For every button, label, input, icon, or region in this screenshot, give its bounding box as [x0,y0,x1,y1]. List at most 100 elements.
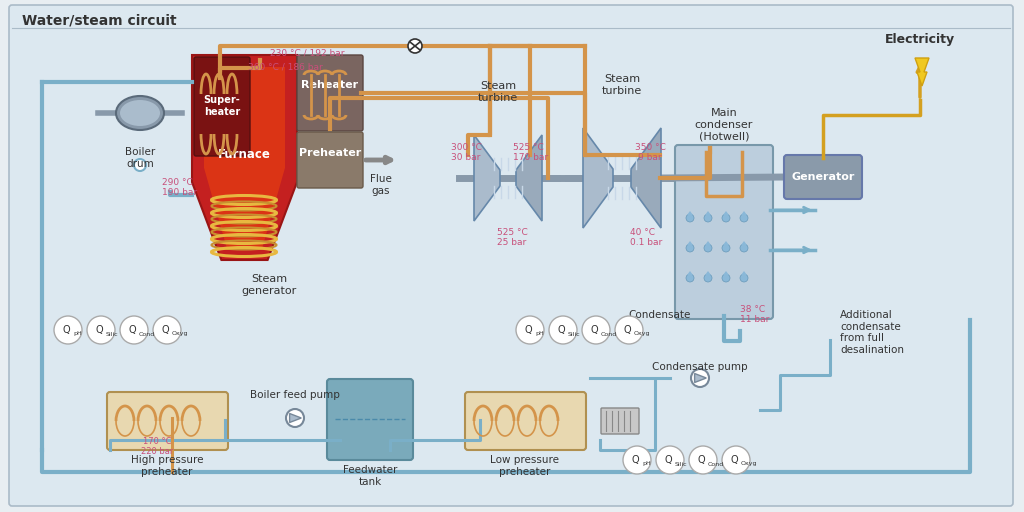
Polygon shape [705,271,711,275]
Text: Steam
turbine: Steam turbine [478,81,518,103]
Text: Q: Q [697,455,705,465]
Text: Oxyg: Oxyg [634,331,650,336]
Circle shape [134,159,146,171]
Polygon shape [741,211,746,215]
Polygon shape [204,67,285,250]
Text: pH: pH [642,461,650,466]
Text: Q: Q [557,325,565,335]
Text: 230 °C / 192 bar: 230 °C / 192 bar [270,48,344,57]
Ellipse shape [120,100,160,126]
Text: Q: Q [161,325,169,335]
Circle shape [656,446,684,474]
Polygon shape [687,271,693,275]
FancyBboxPatch shape [601,408,639,434]
FancyBboxPatch shape [106,392,228,450]
Text: 40 °C
0.1 bar: 40 °C 0.1 bar [630,228,663,247]
Text: 525 °C
25 bar: 525 °C 25 bar [497,228,527,247]
Text: Water/steam circuit: Water/steam circuit [22,13,176,27]
Circle shape [120,316,148,344]
Text: Steam
generator: Steam generator [242,274,297,295]
Circle shape [54,316,82,344]
Text: Steam
turbine: Steam turbine [602,74,642,96]
FancyBboxPatch shape [297,55,362,131]
Text: Oxyg: Oxyg [741,461,758,466]
Text: Furnace: Furnace [217,148,270,161]
Text: Q: Q [128,325,136,335]
Text: Feedwater
tank: Feedwater tank [343,465,397,486]
Circle shape [740,274,748,282]
Text: Silic: Silic [675,461,688,466]
Text: Q: Q [665,455,672,465]
FancyBboxPatch shape [784,155,862,199]
Polygon shape [516,135,542,221]
Polygon shape [583,128,613,228]
FancyBboxPatch shape [675,145,773,319]
Polygon shape [741,241,746,245]
Text: Q: Q [62,325,70,335]
Circle shape [408,39,422,53]
Circle shape [705,214,712,222]
Text: 38 °C
11 bar: 38 °C 11 bar [740,305,769,325]
Circle shape [686,214,694,222]
Text: Cond: Cond [708,461,724,466]
Text: pH: pH [73,331,82,336]
Circle shape [722,244,730,252]
Circle shape [722,446,750,474]
Text: 170 °C
220 bar: 170 °C 220 bar [141,437,173,456]
Circle shape [549,316,577,344]
Text: High pressure
preheater: High pressure preheater [131,455,203,477]
Ellipse shape [116,96,164,130]
Text: Cond: Cond [601,331,617,336]
FancyBboxPatch shape [297,132,362,188]
Circle shape [582,316,610,344]
Text: Q: Q [95,325,102,335]
Polygon shape [694,373,707,382]
Text: Main
condenser
(Hotwell): Main condenser (Hotwell) [695,108,754,141]
Text: 525 °C
170 bar: 525 °C 170 bar [513,143,548,162]
Circle shape [722,274,730,282]
Polygon shape [687,211,693,215]
Text: Flue
gas: Flue gas [370,174,392,196]
Text: Boiler feed pump: Boiler feed pump [250,390,340,400]
Text: pH: pH [535,331,544,336]
Text: Additional
condensate
from full
desalination: Additional condensate from full desalina… [840,310,904,355]
Circle shape [153,316,181,344]
Circle shape [623,446,651,474]
Polygon shape [631,128,662,228]
Polygon shape [741,271,746,275]
Text: Reheater: Reheater [301,80,358,90]
Polygon shape [723,271,729,275]
FancyBboxPatch shape [9,5,1013,506]
Circle shape [286,409,304,427]
Polygon shape [687,241,693,245]
Circle shape [691,369,709,387]
Text: Electricity: Electricity [885,33,955,47]
Polygon shape [705,211,711,215]
Polygon shape [723,211,729,215]
Polygon shape [915,58,929,86]
Text: Condensate: Condensate [629,310,691,320]
Text: Q: Q [624,325,631,335]
Text: Generator: Generator [792,172,855,182]
Polygon shape [193,55,297,260]
Circle shape [87,316,115,344]
Circle shape [686,274,694,282]
FancyBboxPatch shape [465,392,586,450]
Text: Super-
heater: Super- heater [204,95,241,117]
Polygon shape [705,241,711,245]
Circle shape [705,244,712,252]
Text: 300 °C
30 bar: 300 °C 30 bar [451,143,481,162]
Circle shape [516,316,544,344]
Text: Low pressure
preheater: Low pressure preheater [490,455,559,477]
Circle shape [740,214,748,222]
Polygon shape [290,414,301,422]
Text: Cond: Cond [139,331,156,336]
Polygon shape [474,135,500,221]
Text: Boiler
drum: Boiler drum [125,147,155,168]
Circle shape [686,244,694,252]
Polygon shape [723,241,729,245]
Circle shape [615,316,643,344]
Circle shape [740,244,748,252]
FancyBboxPatch shape [194,57,250,156]
Circle shape [689,446,717,474]
